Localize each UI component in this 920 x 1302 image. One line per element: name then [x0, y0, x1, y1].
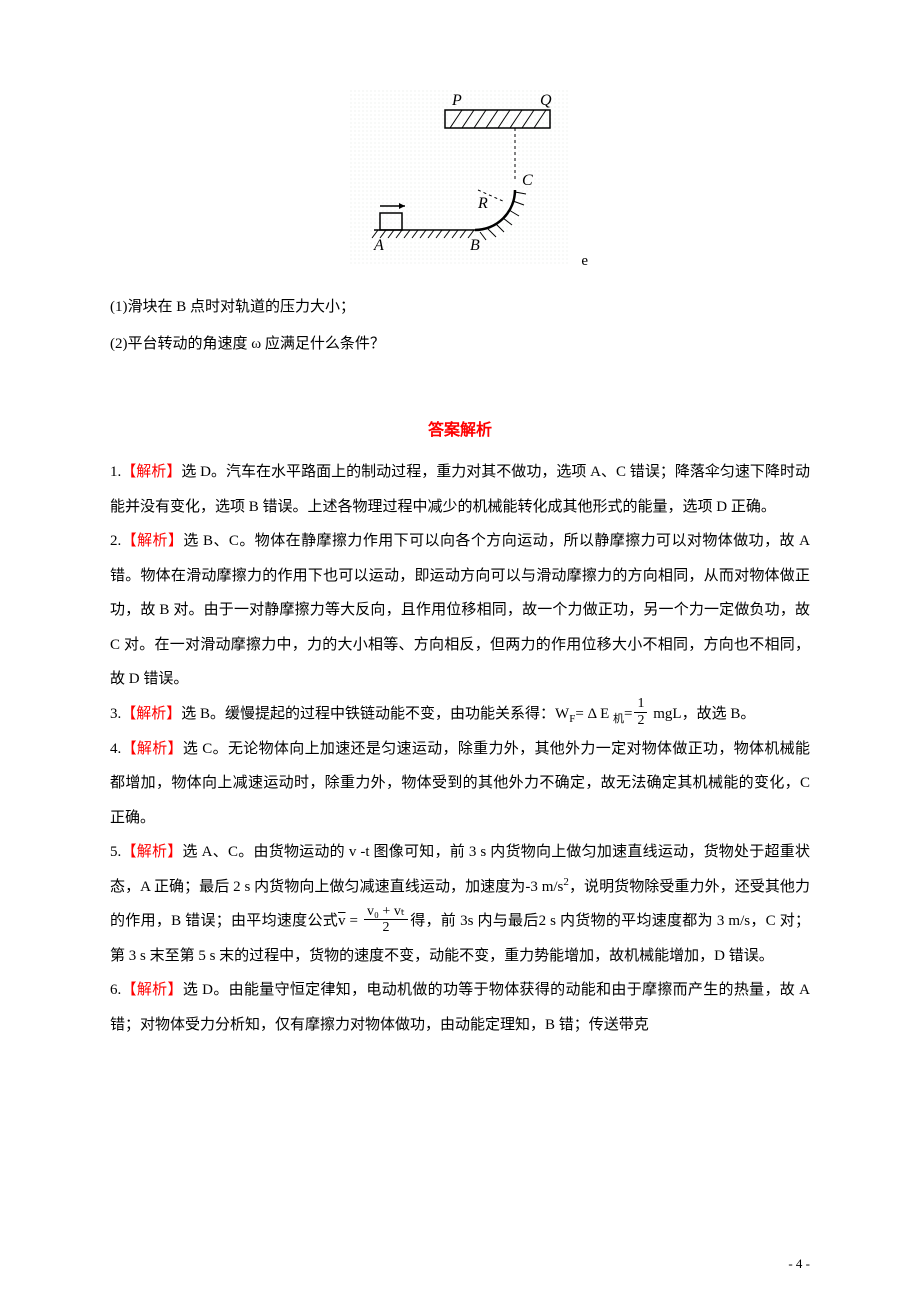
- a3-sub-ji: 机: [613, 713, 624, 725]
- a2-prefix: 2.: [110, 533, 121, 549]
- a3-body-before: 选 B。缓慢提起的过程中铁链动能不变，由功能关系得：W: [181, 706, 569, 722]
- a6-tag: 【解析】: [121, 982, 183, 998]
- a5-fraction: v₀ + vₜ2: [364, 904, 408, 936]
- a5-frac-den: 2: [364, 920, 408, 935]
- a3-prefix: 3.: [110, 706, 121, 722]
- answer-5: 5.【解析】选 A、C。由货物运动的 v -t 图像可知，前 3 s 内货物向上…: [110, 835, 810, 973]
- label-e: e: [581, 253, 588, 270]
- label-A: A: [373, 237, 384, 254]
- a1-body: 选 D。汽车在水平路面上的制动过程，重力对其不做功，选项 A、C 错误；降落伞匀…: [110, 464, 810, 515]
- answer-4: 4.【解析】选 C。无论物体向上加速还是匀速运动，除重力外，其他外力一定对物体做…: [110, 732, 810, 836]
- a6-prefix: 6.: [110, 982, 121, 998]
- a1-tag: 【解析】: [121, 464, 181, 480]
- answer-6: 6.【解析】选 D。由能量守恒定律知，电动机做的功等于物体获得的动能和由于摩擦而…: [110, 973, 810, 1042]
- answer-2: 2.【解析】选 B、C。物体在静摩擦力作用下可以向各个方向运动，所以静摩擦力可以…: [110, 524, 810, 697]
- a5-eq: =: [346, 913, 363, 929]
- question-1: (1)滑块在 B 点时对轨道的压力大小；: [110, 290, 810, 325]
- physics-diagram-container: P Q: [110, 90, 810, 270]
- a3-frac-den: 2: [634, 713, 647, 728]
- label-C: C: [522, 172, 533, 189]
- label-P: P: [451, 92, 462, 109]
- label-Q: Q: [540, 92, 552, 109]
- a5-tag: 【解析】: [121, 844, 182, 860]
- a2-tag: 【解析】: [121, 533, 183, 549]
- a4-body: 选 C。无论物体向上加速还是匀速运动，除重力外，其他外力一定对物体做正功，物体机…: [110, 741, 810, 826]
- a2-body: 选 B、C。物体在静摩擦力作用下可以向各个方向运动，所以静摩擦力可以对物体做功，…: [110, 533, 810, 687]
- label-B: B: [470, 237, 480, 254]
- question-2: (2)平台转动的角速度 ω 应满足什么条件？: [110, 327, 810, 362]
- a5-prefix: 5.: [110, 844, 121, 860]
- label-R: R: [477, 195, 488, 212]
- a3-mid: = Δ E: [575, 706, 613, 722]
- answers-section-title: 答案解析: [110, 416, 810, 440]
- a6-body: 选 D。由能量守恒定律知，电动机做的功等于物体获得的动能和由于摩擦而产生的热量，…: [110, 982, 810, 1033]
- diagram-svg: P Q: [350, 90, 570, 265]
- physics-diagram: P Q: [350, 90, 570, 270]
- a3-tag: 【解析】: [121, 706, 181, 722]
- a3-eq: =: [624, 706, 632, 722]
- page-number: - 4 -: [788, 1256, 810, 1272]
- a3-frac-num: 1: [634, 696, 647, 712]
- a4-prefix: 4.: [110, 741, 121, 757]
- a3-after: mgL，故选 B。: [649, 706, 755, 722]
- a1-prefix: 1.: [110, 464, 121, 480]
- a3-fraction: 12: [634, 696, 647, 728]
- answer-3: 3.【解析】选 B。缓慢提起的过程中铁链动能不变，由功能关系得：WF= Δ E …: [110, 697, 810, 732]
- a4-tag: 【解析】: [121, 741, 183, 757]
- a5-frac-num: v₀ + vₜ: [364, 904, 408, 920]
- answer-1: 1.【解析】选 D。汽车在水平路面上的制动过程，重力对其不做功，选项 A、C 错…: [110, 455, 810, 524]
- a5-vbar: v: [338, 913, 346, 929]
